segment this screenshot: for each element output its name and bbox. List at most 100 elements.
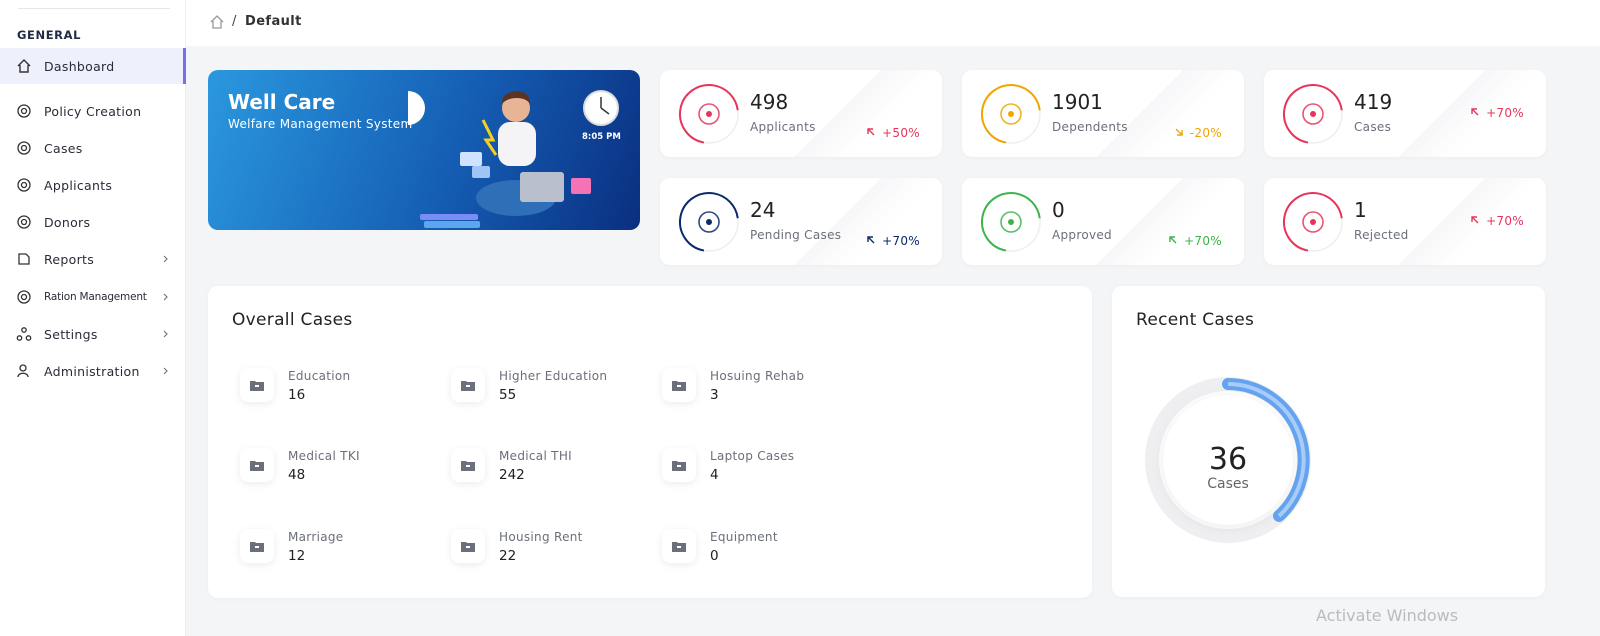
stat-change: +70% <box>1470 106 1524 120</box>
nav-label: Donors <box>44 214 91 230</box>
nav-icon <box>17 178 31 192</box>
stat-label: Pending Cases <box>750 228 842 242</box>
folder-icon <box>672 542 686 552</box>
case-icon <box>240 529 274 563</box>
chevron <box>163 255 168 263</box>
stat-value: 1 <box>1354 198 1367 222</box>
stat-ring <box>981 84 1041 144</box>
case-icon <box>662 448 696 482</box>
case-label: Medical TKI <box>288 449 360 463</box>
nav-item[interactable]: Applicants <box>0 167 186 203</box>
recent-cases-panel: Recent Cases 36 Cases <box>1112 286 1545 597</box>
trend-up-icon <box>867 128 875 136</box>
stat-label: Cases <box>1354 120 1392 134</box>
case-label: Laptop Cases <box>710 449 795 463</box>
stat-label: Approved <box>1052 228 1112 242</box>
folder-icon <box>672 461 686 471</box>
stat-value: 498 <box>750 90 789 114</box>
home-icon[interactable] <box>209 14 225 30</box>
case-value: 55 <box>499 387 517 403</box>
nav-item[interactable]: Settings <box>0 316 186 352</box>
sidebar: GENERAL Dashboard Policy Creation Cases … <box>0 0 186 636</box>
trend-up-icon <box>1169 236 1177 244</box>
overall-cases-panel: Overall Cases Education 16 Higher Educatio… <box>208 286 1092 598</box>
case-label: Hosuing Rehab <box>710 369 805 383</box>
donut-label: Cases <box>1207 476 1249 492</box>
nav-icon <box>17 141 31 155</box>
nav-icon <box>17 364 29 378</box>
case-value: 4 <box>710 467 719 483</box>
stat-value: 1901 <box>1052 90 1103 114</box>
stat-value: 0 <box>1052 198 1065 222</box>
case-value: 16 <box>288 387 306 403</box>
change-text: +70% <box>882 234 920 248</box>
section-title: GENERAL <box>17 28 82 42</box>
divider <box>18 8 170 9</box>
chevron <box>163 330 168 338</box>
recent-cases-donut <box>1145 377 1311 543</box>
nav-item[interactable]: Administration <box>0 353 186 389</box>
nav-item[interactable]: Ration Management <box>0 279 186 315</box>
panel-title: Recent Cases <box>1136 310 1255 330</box>
stat-ring <box>679 84 739 144</box>
folder-icon <box>672 381 686 391</box>
nav-label: Dashboard <box>44 58 115 74</box>
nav-label: Settings <box>44 326 98 342</box>
chevron <box>163 367 168 375</box>
stat-label: Applicants <box>750 120 816 134</box>
stat-card: 1 Rejected +70% <box>1264 178 1546 265</box>
chevron <box>163 293 168 301</box>
case-label: Equipment <box>710 530 778 544</box>
nav-label: Administration <box>44 363 140 379</box>
case-icon <box>451 448 485 482</box>
stat-ring <box>1283 192 1343 252</box>
welcome-banner: Well Care Welfare Management System 8:05… <box>208 70 640 230</box>
case-icon <box>240 448 274 482</box>
stat-card: 498 Applicants +50% <box>660 70 942 157</box>
nav-icon <box>18 253 30 265</box>
case-icon <box>451 368 485 402</box>
home-icon <box>17 59 31 73</box>
nav-item[interactable]: Donors <box>0 204 186 240</box>
banner-illustration <box>408 90 619 228</box>
nav-item[interactable]: Reports <box>0 241 186 277</box>
change-text: +70% <box>1486 214 1524 228</box>
folder-icon <box>250 461 264 471</box>
os-watermark: Activate Windows <box>1316 606 1459 625</box>
folder-icon <box>461 542 475 552</box>
case-label: Housing Rent <box>499 530 583 544</box>
case-value: 242 <box>499 467 525 483</box>
case-icon <box>662 529 696 563</box>
stat-ring <box>1283 84 1343 144</box>
nav-icon <box>16 327 32 341</box>
nav-label: Ration Management <box>44 291 147 303</box>
stat-change: +70% <box>866 234 920 248</box>
donut-value: 36 <box>1208 442 1248 477</box>
stat-label: Rejected <box>1354 228 1409 242</box>
stat-ring <box>679 192 739 252</box>
case-label: Medical THI <box>499 449 572 463</box>
panel-title: Overall Cases <box>232 310 353 330</box>
nav-item[interactable]: Cases <box>0 130 186 166</box>
stat-value: 419 <box>1354 90 1393 114</box>
stat-value: 24 <box>750 198 776 222</box>
stat-change: -20% <box>1174 126 1222 140</box>
change-text: +50% <box>882 126 920 140</box>
nav-label: Cases <box>44 140 83 156</box>
case-label: Marriage <box>288 530 344 544</box>
stat-card: 419 Cases +70% <box>1264 70 1546 157</box>
case-label: Education <box>288 369 351 383</box>
trend-up-icon <box>1471 108 1479 116</box>
change-text: -20% <box>1189 126 1222 140</box>
case-label: Higher Education <box>499 369 608 383</box>
stat-change: +70% <box>1470 214 1524 228</box>
change-text: +70% <box>1486 106 1524 120</box>
case-value: 0 <box>710 548 719 564</box>
stat-card: 24 Pending Cases +70% <box>660 178 942 265</box>
banner-subtitle: Welfare Management System <box>228 117 413 131</box>
nav-item[interactable]: Dashboard <box>0 48 186 84</box>
nav-item[interactable]: Policy Creation <box>0 93 186 129</box>
stat-change: +50% <box>866 126 920 140</box>
